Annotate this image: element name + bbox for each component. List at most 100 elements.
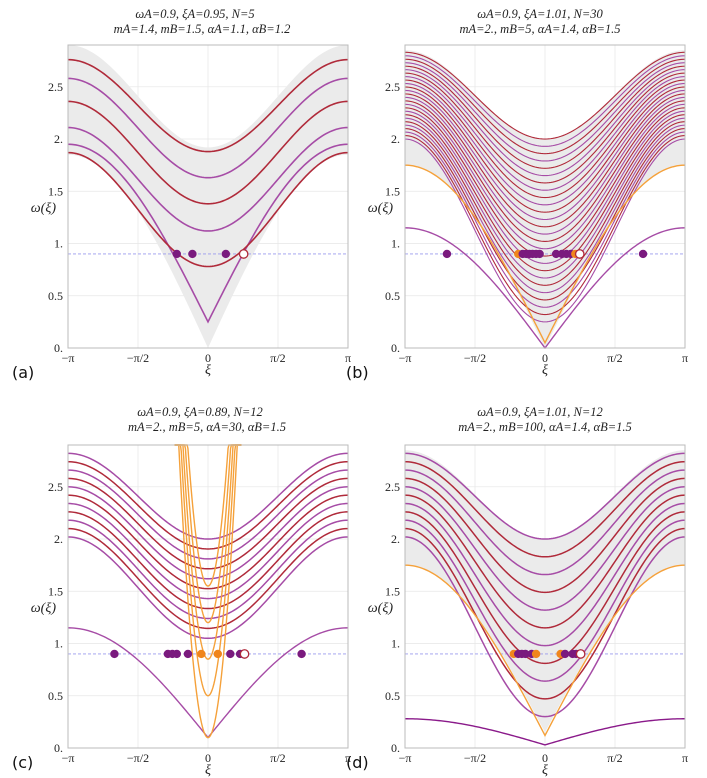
panel-a: ωA=0.9, ξA=0.95, N=5 mA=1.4, mB=1.5, αA=…: [12, 7, 351, 382]
data-point-10: [297, 649, 306, 659]
y-tick-label-1: 0.5: [385, 289, 400, 303]
series-line-2: [67, 126, 349, 232]
extra-series-line-0: [404, 718, 686, 746]
series-line-17: [404, 79, 686, 199]
series-line-1: [67, 151, 349, 268]
y-tick-label-2: 1.: [391, 637, 400, 651]
y-axis-label: ω(ξ): [31, 601, 57, 616]
y-tick-label-3: 1.5: [48, 184, 63, 198]
data-point-9: [239, 649, 250, 659]
y-tick-label-5: 2.5: [48, 480, 63, 494]
band-region: [405, 50, 685, 349]
series-line-0: [404, 536, 686, 718]
series-line-13: [404, 93, 686, 228]
x-tick-label-3: π/2: [607, 351, 622, 365]
y-axis-label: ω(ξ): [368, 601, 394, 616]
x-tick-label-0: −π: [62, 751, 75, 765]
data-point-8: [551, 249, 561, 259]
x-axis-label: ξ: [205, 763, 211, 778]
y-tick-label-4: 2.: [54, 532, 63, 546]
series-line-8: [404, 110, 686, 264]
data-point-3: [238, 249, 249, 259]
data-point-4: [183, 649, 193, 659]
panel-d-label: (d): [346, 753, 369, 772]
x-tick-label-4: π: [345, 351, 351, 365]
panel-b-title-line2: mA=2., mB=5, αA=1.4, αB=1.5: [459, 22, 620, 36]
series-line-3: [404, 511, 686, 665]
panel-c-label: (c): [12, 753, 33, 772]
series-line-4: [67, 77, 349, 179]
y-tick-label-4: 2.: [391, 132, 400, 146]
panel-d: ωA=0.9, ξA=1.01, N=12 mA=2., mB=100, αA=…: [346, 405, 688, 778]
series-line-5: [404, 494, 686, 629]
data-point-3: [521, 649, 530, 659]
y-tick-label-2: 1.: [54, 637, 63, 651]
points: [110, 649, 306, 659]
series-line-6: [67, 486, 349, 580]
orange-parabola-2: [174, 444, 242, 660]
y-tick-label-3: 1.5: [48, 584, 63, 598]
x-axis-label: ξ: [542, 763, 548, 778]
x-tick-label-4: π: [345, 751, 351, 765]
x-tick-label-2: 0: [205, 351, 211, 365]
points: [172, 249, 249, 259]
data-point-0: [172, 249, 182, 259]
series-line-10: [404, 452, 686, 540]
panel-b: ωA=0.9, ξA=1.01, N=30 mA=2., mB=5, αA=1.…: [346, 7, 688, 382]
series-line-23: [404, 58, 686, 155]
series-line-7: [404, 114, 686, 272]
y-axis-label: ω(ξ): [31, 201, 57, 216]
y-tick-label-0: 0.: [54, 341, 63, 355]
y-tick-label-2: 1.: [54, 237, 63, 251]
x-tick-label-2: 0: [542, 351, 548, 365]
grid: [67, 445, 349, 749]
series-group: [404, 51, 686, 350]
panel-d-title-line1: ωA=0.9, ξA=1.01, N=12: [477, 405, 603, 419]
y-tick-label-5: 2.5: [48, 80, 63, 94]
extra-series-line-1: [404, 564, 686, 737]
series-line-1: [67, 527, 349, 630]
series-line-2: [404, 131, 686, 308]
series-line-4: [404, 502, 686, 647]
series-line-14: [404, 89, 686, 221]
data-point-0: [110, 649, 119, 659]
band-region: [68, 45, 348, 348]
series-line-10: [67, 452, 349, 540]
series-line-1: [404, 527, 686, 700]
series-line-5: [404, 121, 686, 286]
x-tick-label-1: −π/2: [127, 751, 149, 765]
series-line-15: [404, 86, 686, 213]
data-point-10: [575, 649, 586, 659]
data-point-5: [531, 649, 541, 659]
x-tick-label-4: π: [682, 751, 688, 765]
series-line-0: [67, 536, 349, 640]
panel-c: ωA=0.9, ξA=0.89, N=12 mA=2., mB=5, αA=30…: [12, 405, 351, 778]
data-point-14: [638, 249, 648, 259]
x-tick-label-2: 0: [205, 751, 211, 765]
series-line-8: [404, 469, 686, 576]
series-line-3: [67, 100, 349, 205]
series-line-9: [404, 460, 686, 558]
panel-b-title-line1: ωA=0.9, ξA=1.01, N=30: [477, 7, 603, 21]
series-line-21: [404, 65, 686, 169]
series-line-8: [67, 469, 349, 560]
x-axis-label: ξ: [205, 363, 211, 378]
x-tick-label-4: π: [682, 351, 688, 365]
extra-series-line-1: [404, 164, 686, 345]
y-tick-label-1: 0.5: [385, 689, 400, 703]
series-line-6: [404, 486, 686, 611]
data-point-6: [213, 649, 223, 659]
x-axis-label: ξ: [542, 363, 548, 378]
y-tick-label-4: 2.: [54, 132, 63, 146]
y-tick-label-0: 0.: [391, 341, 400, 355]
points: [509, 649, 586, 659]
orange-parabola-1: [174, 444, 242, 697]
x-tick-label-3: π/2: [270, 351, 285, 365]
series-line-2: [67, 519, 349, 620]
panel-b-label: (b): [346, 363, 369, 382]
series-line-5: [67, 494, 349, 590]
series-line-4: [404, 124, 686, 294]
series-line-10: [404, 103, 686, 250]
series-line-1: [404, 135, 686, 316]
